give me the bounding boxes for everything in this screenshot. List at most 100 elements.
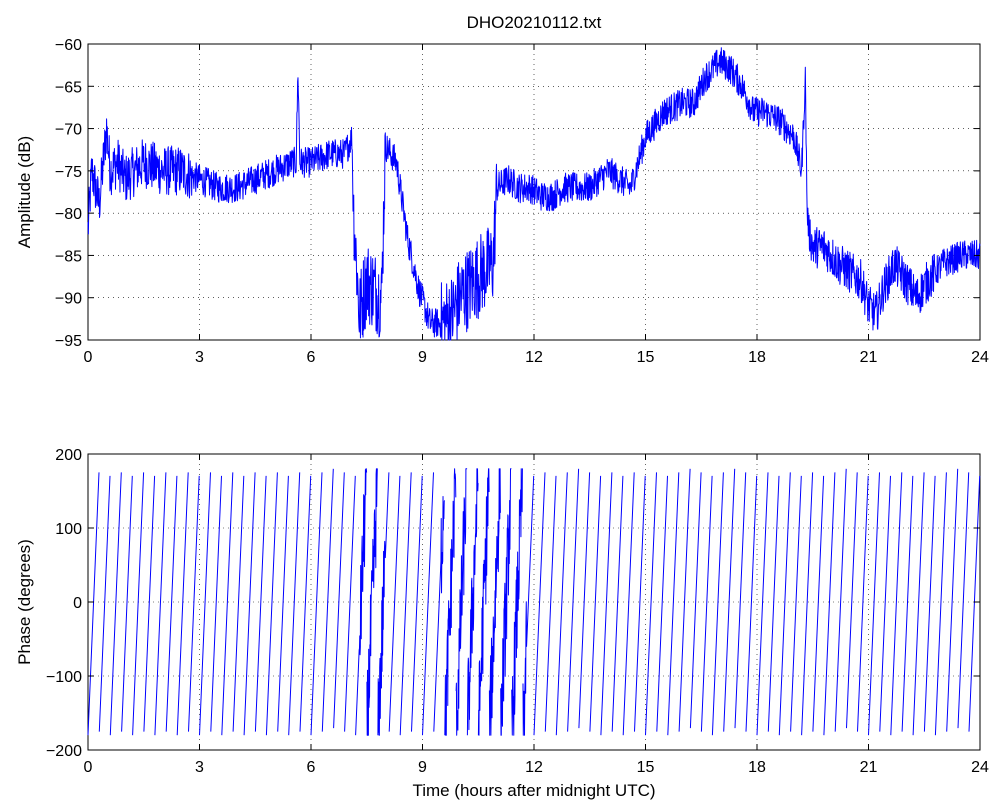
phase-line-segment: [288, 472, 301, 736]
phase-line-segment: [121, 475, 133, 732]
phase-line-segment: [578, 472, 591, 729]
phase-line-segment: [299, 475, 312, 732]
phase-line-segment: [567, 468, 580, 732]
phase-line-segment: [176, 472, 189, 736]
phase-line-segment: [243, 472, 256, 736]
phase-line-segment: [477, 468, 490, 736]
phase-line-segment: [333, 472, 345, 729]
phase-line-segment: [901, 475, 914, 732]
phase-line-segment: [946, 468, 959, 732]
y-tick-label: 100: [55, 521, 82, 538]
phase-line-segment: [143, 475, 156, 732]
phase-line-segment: [199, 472, 211, 736]
y-tick-label: −100: [46, 669, 82, 686]
phase-ticks: 0 3 6 9 12 15 18 21 24 −200 −100 0 100 200: [46, 447, 989, 776]
phase-line-segment: [355, 468, 368, 736]
phase-line-segment: [812, 475, 825, 732]
phase-line-segment: [109, 472, 122, 736]
phase-line-segment: [500, 468, 512, 736]
phase-line-segment: [544, 475, 557, 732]
phase-line-segment: [868, 472, 880, 736]
phase-line-segment: [422, 472, 434, 736]
phase-line-segment: [645, 472, 657, 736]
amplitude-y-axis-label: Amplitude (dB): [15, 136, 34, 248]
phase-line-segment: [188, 475, 200, 732]
phase-line-segment: [265, 472, 278, 736]
phase-line-segment: [221, 472, 234, 736]
phase-line-segment: [846, 472, 858, 729]
phase-line-segment: [411, 475, 423, 732]
phase-line-segment: [890, 472, 903, 736]
y-tick-label: −200: [46, 743, 82, 760]
phase-gridlines: [88, 454, 980, 750]
phase-line-segment: [533, 472, 546, 736]
phase-line-segment: [154, 472, 167, 736]
phase-line-segment: [711, 472, 724, 736]
phase-line-segment: [667, 472, 680, 736]
x-tick-label: 0: [84, 349, 93, 366]
phase-line-segment: [611, 475, 624, 732]
phase-line-segment: [344, 475, 356, 732]
phase-line-segment: [399, 472, 412, 736]
phase-line-segment: [857, 475, 869, 732]
phase-line-segment: [277, 475, 289, 732]
x-tick-label: 18: [748, 349, 766, 366]
y-tick-label: 200: [55, 447, 82, 464]
phase-line-segment: [801, 472, 814, 736]
phase-line-segment: [321, 468, 334, 732]
x-tick-label: 12: [525, 349, 543, 366]
phase-line-segment: [254, 475, 267, 732]
x-tick-label: 9: [418, 349, 427, 366]
y-tick-label: −65: [55, 79, 82, 96]
phase-line-segment: [600, 472, 613, 736]
y-tick-label: −80: [55, 206, 82, 223]
phase-line-segment: [622, 472, 635, 736]
amplitude-gridlines: [88, 44, 980, 340]
phase-line-segment: [723, 468, 736, 732]
x-tick-label: 24: [971, 349, 989, 366]
phase-line-segment: [377, 472, 390, 736]
phase-line-segment: [511, 468, 523, 736]
phase-line-segment: [912, 472, 925, 736]
phase-line-segment: [879, 475, 891, 732]
x-tick-label: 9: [418, 759, 427, 776]
x-axis-label: Time (hours after midnight UTC): [412, 781, 655, 800]
phase-line-segment: [555, 472, 568, 736]
phase-line-segment: [756, 472, 769, 736]
phase-line-segment: [957, 472, 970, 729]
y-tick-label: −90: [55, 291, 82, 308]
x-tick-label: 6: [307, 759, 316, 776]
phase-line-segment: [634, 475, 646, 732]
phase-line-segment: [934, 472, 947, 736]
phase-line-segment: [433, 495, 445, 732]
phase-line-segment: [310, 472, 323, 736]
phase-line-segment: [767, 475, 780, 732]
phase-line-segment: [366, 468, 378, 736]
phase-line-segment: [700, 475, 713, 732]
phase-series: [87, 468, 981, 736]
phase-line-segment: [778, 472, 791, 736]
phase-line-segment: [455, 468, 468, 736]
x-tick-label: 18: [748, 759, 766, 776]
amplitude-line: [87, 47, 981, 341]
chart-title: DHO20210112.txt: [467, 13, 602, 32]
phase-line-segment: [734, 472, 747, 729]
x-tick-label: 6: [307, 349, 316, 366]
y-tick-label: −85: [55, 248, 82, 265]
phase-line-segment: [656, 475, 668, 732]
x-tick-label: 12: [525, 759, 543, 776]
phase-line-segment: [165, 475, 178, 732]
phase-line-segment: [834, 468, 847, 732]
amplitude-ticks: 0 3 6 9 12 15 18 21 24 −95 −90 −85 −80 −75 −70 −65 −60: [55, 37, 989, 366]
phase-line-segment: [210, 475, 222, 732]
phase-panel: 0 3 6 9 12 15 18 21 24 −200 −100 0 100 200 Phase (deg…: [15, 447, 989, 800]
y-tick-label: 0: [73, 595, 82, 612]
phase-line-segment: [790, 475, 802, 732]
x-tick-label: 21: [860, 759, 878, 776]
phase-line-segment: [678, 468, 691, 732]
phase-line-segment: [823, 472, 836, 736]
x-tick-label: 3: [195, 349, 204, 366]
y-tick-label: −60: [55, 37, 82, 54]
amplitude-panel: DHO20210112.txt 0 3 6 9 12 15 18 21 24 −95 −90 −85 −…: [15, 13, 989, 366]
